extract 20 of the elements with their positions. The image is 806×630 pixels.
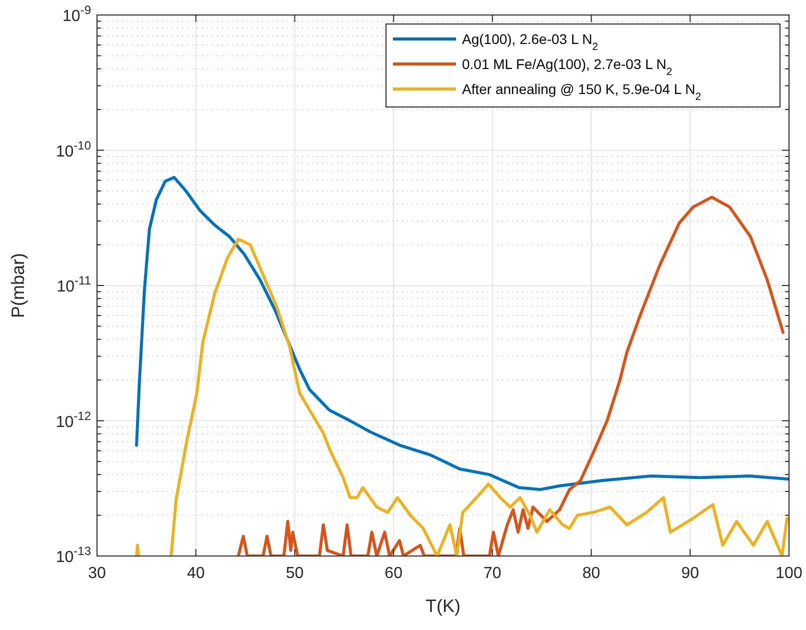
x-tick-label: 40 <box>186 565 205 582</box>
y-tick-label: 10$^{-9}$ <box>62 3 92 25</box>
x-tick-label: 50 <box>286 565 304 582</box>
x-tick-label: 70 <box>484 565 502 582</box>
legend-label: After annealing @ 150 K, 5.9e-04 L N$_{2}$ <box>462 81 702 103</box>
x-tick-label: 30 <box>88 565 106 582</box>
line-series <box>135 176 789 492</box>
y-axis-title: P(mbar) <box>8 252 28 318</box>
x-tick-label: 100 <box>776 565 802 582</box>
y-tick-label: 10$^{-11}$ <box>56 274 92 296</box>
y-tick-label: 10$^{-12}$ <box>56 408 92 431</box>
line-series <box>236 196 785 556</box>
x-tick-label: 90 <box>681 565 700 582</box>
y-tick-label: 10$^{-10}$ <box>56 138 92 160</box>
legend-label: 0.01 ML Fe/Ag(100), 2.7e-03 L N$_{2}$ <box>462 56 672 78</box>
x-tick-label: 80 <box>582 565 600 582</box>
legend-label: Ag(100), 2.6e-03 L N$_{2}$ <box>462 31 598 53</box>
x-tick-label: 60 <box>384 565 403 582</box>
y-tick-label: 10$^{-13}$ <box>56 544 92 566</box>
x-axis-title: T(K) <box>426 596 460 616</box>
